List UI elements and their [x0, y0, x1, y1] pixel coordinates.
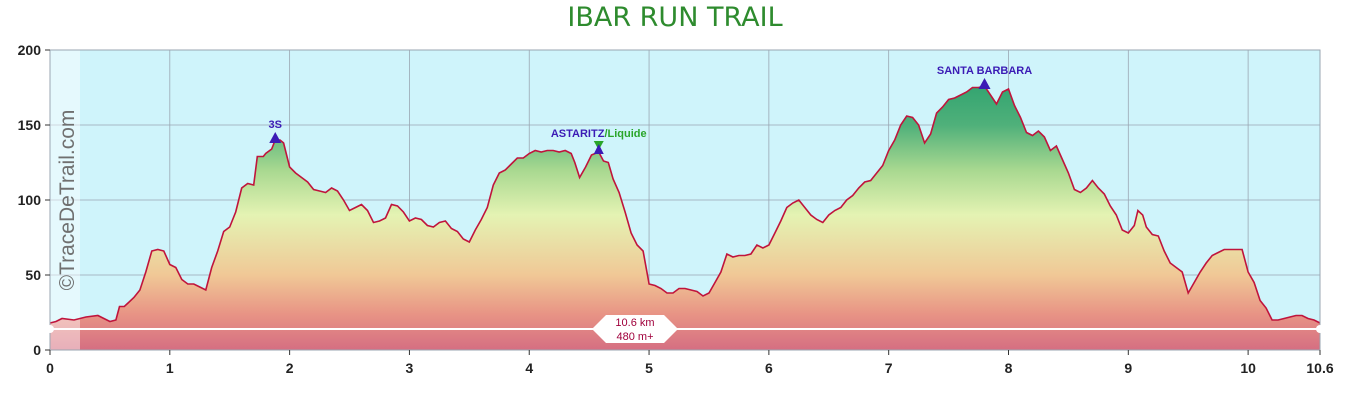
poi-name: ASTARITZ: [551, 128, 605, 140]
poi-label-2: SANTA BARBARA: [937, 65, 1032, 77]
poi-marker-0: [269, 132, 282, 143]
x-tick-label-5: 5: [645, 360, 653, 376]
y-tick-label-4: 200: [18, 42, 42, 58]
y-tick-label-0: 0: [33, 342, 41, 358]
distance-bar: 10.6 km 480 m+: [46, 315, 1324, 343]
y-tick-label-3: 150: [18, 117, 42, 133]
elevation-area: [50, 86, 1320, 350]
poi-marker-1: [593, 144, 604, 154]
x-tick-label-6: 6: [765, 360, 773, 376]
distance-start-dot: [46, 325, 54, 333]
x-tick-label-7: 7: [885, 360, 893, 376]
x-tick-label-2: 2: [286, 360, 294, 376]
x-axis: 0 1 2 3 4 5 6 7 8 9 10 10.6: [46, 350, 1334, 376]
x-tick-label-11: 10.6: [1306, 360, 1333, 376]
poi-name: 3S: [269, 119, 282, 131]
points-of-interest: 3S ASTARITZ/Liquide SANTA BARBARA: [269, 65, 1032, 154]
y-axis: 0 50 100 150 200: [18, 42, 50, 358]
start-zone-shade: [50, 50, 80, 350]
poi-suffix: /Liquide: [604, 128, 646, 140]
x-tick-label-10: 10: [1240, 360, 1256, 376]
poi-label-1: ASTARITZ/Liquide: [551, 128, 647, 140]
summary-badge: [592, 315, 678, 343]
distance-end-dot: [1316, 325, 1324, 333]
x-tick-label-3: 3: [406, 360, 414, 376]
x-tick-label-9: 9: [1124, 360, 1132, 376]
y-tick-label-2: 100: [18, 192, 42, 208]
chart-title: IBAR RUN TRAIL: [567, 2, 783, 33]
elevation-gain-label: 480 m+: [617, 331, 654, 343]
watermark: ©TraceDeTrail.com: [56, 110, 79, 291]
elevation-line: [49, 85, 1321, 324]
poi-label-0: 3S: [269, 119, 282, 131]
x-tick-label-1: 1: [166, 360, 174, 376]
x-tick-label-4: 4: [525, 360, 533, 376]
distance-label: 10.6 km: [615, 317, 654, 329]
x-tick-label-8: 8: [1005, 360, 1013, 376]
poi-marker-2: [978, 78, 991, 89]
y-tick-label-1: 50: [25, 267, 41, 283]
x-tick-label-0: 0: [46, 360, 54, 376]
poi-name: SANTA BARBARA: [937, 65, 1032, 77]
